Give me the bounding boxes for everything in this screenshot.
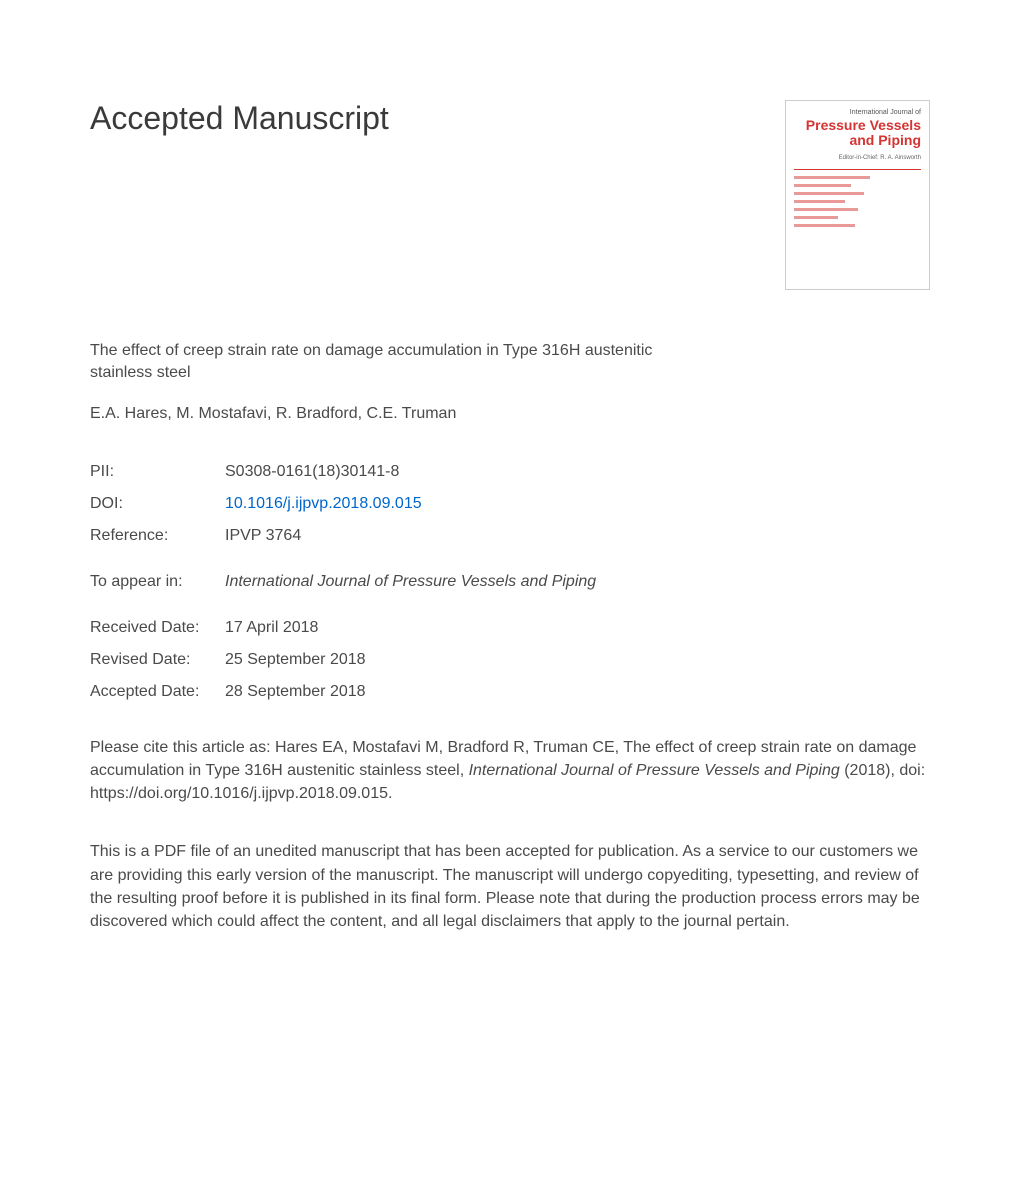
metadata-value: S0308-0161(18)30141-8	[225, 463, 399, 481]
citation-text: Please cite this article as: Hares EA, M…	[90, 736, 930, 806]
cover-journal-label: International Journal of	[794, 109, 921, 116]
metadata-label: To appear in:	[90, 573, 225, 591]
citation-journal: International Journal of Pressure Vessel…	[469, 762, 840, 779]
metadata-row-appear: To appear in: International Journal of P…	[90, 573, 930, 591]
metadata-row-accepted: Accepted Date: 28 September 2018	[90, 683, 930, 701]
metadata-row-revised: Revised Date: 25 September 2018	[90, 651, 930, 669]
metadata-row-received: Received Date: 17 April 2018	[90, 619, 930, 637]
doi-link[interactable]: 10.1016/j.ijpvp.2018.09.015	[225, 495, 422, 513]
article-authors: E.A. Hares, M. Mostafavi, R. Bradford, C…	[90, 405, 930, 423]
disclaimer-text: This is a PDF file of an unedited manusc…	[90, 840, 930, 933]
metadata-label: Reference:	[90, 527, 225, 545]
metadata-value: 17 April 2018	[225, 619, 318, 637]
journal-cover-thumbnail: International Journal of Pressure Vessel…	[785, 100, 930, 290]
metadata-row-reference: Reference: IPVP 3764	[90, 527, 930, 545]
metadata-value: IPVP 3764	[225, 527, 301, 545]
metadata-value: 28 September 2018	[225, 683, 366, 701]
metadata-label: PII:	[90, 463, 225, 481]
metadata-row-doi: DOI: 10.1016/j.ijpvp.2018.09.015	[90, 495, 930, 513]
metadata-table-dates: Received Date: 17 April 2018 Revised Dat…	[90, 619, 930, 701]
metadata-label: DOI:	[90, 495, 225, 513]
metadata-row-pii: PII: S0308-0161(18)30141-8	[90, 463, 930, 481]
metadata-label: Accepted Date:	[90, 683, 225, 701]
metadata-label: Received Date:	[90, 619, 225, 637]
article-title: The effect of creep strain rate on damag…	[90, 340, 710, 385]
cover-decoration	[794, 169, 921, 227]
metadata-table-appear: To appear in: International Journal of P…	[90, 573, 930, 591]
cover-subtitle: Editor-in-Chief: R. A. Ainsworth	[794, 155, 921, 161]
metadata-table: PII: S0308-0161(18)30141-8 DOI: 10.1016/…	[90, 463, 930, 545]
metadata-value: 25 September 2018	[225, 651, 366, 669]
metadata-value: International Journal of Pressure Vessel…	[225, 573, 596, 591]
cover-title-line2: and Piping	[794, 133, 921, 148]
page-title: Accepted Manuscript	[90, 100, 389, 137]
metadata-label: Revised Date:	[90, 651, 225, 669]
cover-title-line1: Pressure Vessels	[794, 118, 921, 133]
